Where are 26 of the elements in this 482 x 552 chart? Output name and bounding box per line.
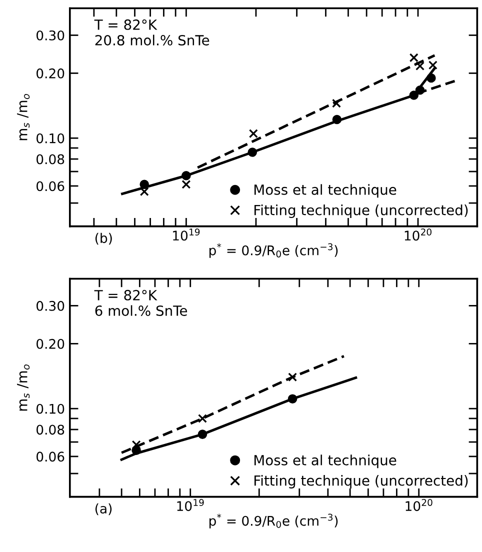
y-tick-label: 0.20 bbox=[36, 338, 64, 349]
y-tick-label: 0.08 bbox=[36, 424, 64, 435]
x-tick-label: 10$^{20}$ bbox=[406, 498, 432, 512]
x-tick-label: 10$^{19}$ bbox=[173, 228, 200, 241]
legend-label: Moss et al technique bbox=[254, 184, 396, 198]
annotation: T = 82°K 6 mol.% SnTe bbox=[94, 290, 188, 316]
annotation: T = 82°K 20.8 mol.% SnTe bbox=[94, 19, 210, 46]
y-tick-label: 0.06 bbox=[36, 181, 64, 192]
text: (a) bbox=[95, 503, 112, 516]
legend-label: Fitting technique (uncorrected) bbox=[254, 475, 468, 488]
y-tick-label: 0.08 bbox=[36, 154, 64, 164]
x-axis-title: p$^{*}$ = 0.9/R$_{0}$e (cm$^{−3}$) bbox=[209, 243, 338, 258]
y-tick-label: 0.30 bbox=[36, 30, 64, 40]
y-tick-label: 0.10 bbox=[36, 404, 64, 414]
x-tick-label: 10$^{19}$ bbox=[177, 498, 204, 512]
legend-label: Moss et al technique bbox=[254, 454, 396, 468]
y-tick-label: 0.20 bbox=[36, 68, 64, 78]
y-tick-label: 0.10 bbox=[36, 133, 64, 144]
y-tick-label: 0.06 bbox=[36, 452, 64, 462]
y-axis-title: m$_{s}$ /m$_{o}$ bbox=[17, 364, 30, 411]
y-tick-label: 0.30 bbox=[36, 300, 64, 311]
text: (b) bbox=[95, 232, 112, 245]
x-axis-title: p$^{*}$ = 0.9/R$_{0}$e (cm$^{−3}$) bbox=[209, 514, 338, 528]
legend-label: Fitting technique (uncorrected) bbox=[254, 204, 468, 218]
x-tick-label: 10$^{20}$ bbox=[404, 228, 432, 241]
y-axis-title: m$_{s}$ /m$_{o}$ bbox=[17, 94, 30, 140]
